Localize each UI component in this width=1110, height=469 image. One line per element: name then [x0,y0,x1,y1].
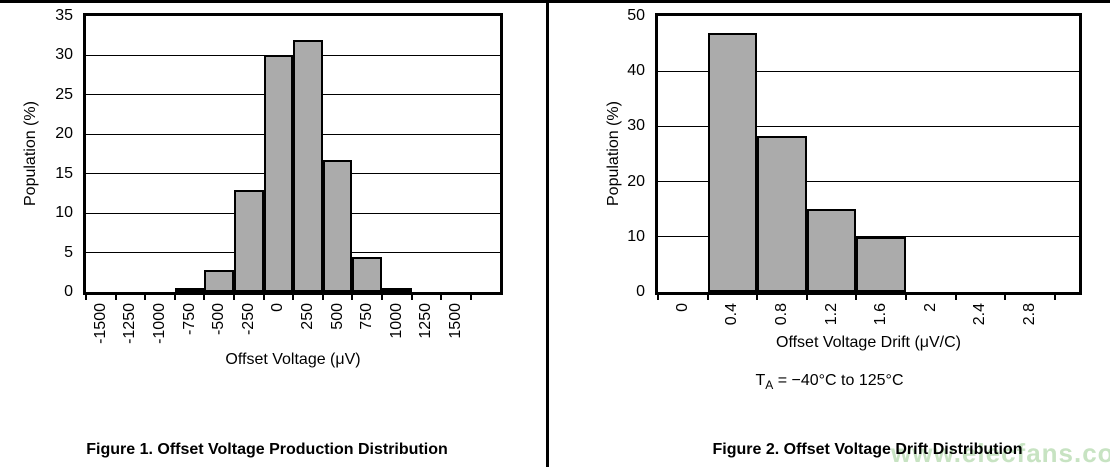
y-tick-label: 20 [627,172,645,190]
histogram-bar [204,269,234,292]
x-tick-label: 1250 [417,303,435,339]
y-tick-label: 10 [627,227,645,245]
x-tick-label: 0 [269,303,287,312]
x-tick-label: 1.6 [872,303,890,326]
x-axis-title: Offset Voltage (μV) [225,351,361,368]
axis-tick [203,295,206,300]
plot-area [83,13,503,295]
axis-tick [905,295,907,300]
y-tick-label: 40 [627,62,645,80]
figure-2-panel: Population (%) Offset Voltage Drift (μV/… [549,0,1110,467]
axis-tick [469,295,472,300]
axis-tick [1004,295,1007,300]
x-tick-label: 1.2 [822,303,840,326]
x-tick-label: 0.8 [773,303,790,326]
axis-tick [233,295,235,300]
x-tick-label: 2 [921,303,939,312]
histogram-bar [806,209,857,292]
axis-tick [114,295,117,300]
y-tick-label: 30 [55,46,73,64]
temperature-note-subscript: A [765,378,774,393]
histogram-bar [263,55,294,292]
y-tick-label: 0 [64,283,73,300]
histogram-bar [382,288,412,292]
histogram-bar [856,236,906,292]
axis-tick [173,295,176,300]
page-top-border [0,0,1110,3]
temperature-note-range: = −40°C to 125°C [773,372,904,389]
x-tick-label: 2.4 [971,303,989,326]
x-tick-label: 1000 [387,303,405,339]
histogram-bar [234,189,264,292]
histogram-bar [293,39,323,292]
x-tick-label: 250 [299,303,316,330]
temperature-note: TA = −40°C to 125°C [549,372,1110,393]
y-axis-title: Population (%) [605,101,622,207]
axis-tick [1053,295,1056,300]
plot-area [655,13,1082,295]
y-tick-label: 10 [55,204,73,222]
gridline [658,125,1079,127]
histogram-bar [322,159,353,292]
histogram-bar [707,32,758,292]
axis-tick [144,295,147,300]
x-tick-label: 1500 [447,303,464,339]
axis-tick [292,295,295,300]
axis-tick [440,295,443,300]
figure-caption: Figure 2. Offset Voltage Drift Distribut… [712,441,1023,458]
figure-1-panel: Population (%) Offset Voltage (μV) Figur… [0,0,546,467]
x-tick-label: -1250 [121,303,139,344]
x-tick-label: -1500 [91,303,109,344]
y-tick-label: 50 [627,7,645,24]
gridline [658,70,1079,72]
x-tick-label: 0 [673,303,691,312]
x-tick-label: -1000 [151,303,168,344]
axis-tick [85,295,87,300]
x-tick-label: -750 [180,303,198,336]
axis-tick [954,295,957,300]
axis-tick [805,295,808,300]
y-tick-label: 0 [636,283,645,300]
axis-tick [855,295,858,300]
x-tick-label: -500 [210,303,228,336]
axis-tick [381,295,383,300]
x-tick-label: 500 [328,303,346,330]
watermark: www.elecfans.com [891,438,1110,468]
gridline [658,181,1079,183]
y-tick-label: 20 [55,125,73,143]
axis-tick [706,295,709,300]
histogram-bar [352,256,382,292]
panel-divider [546,0,549,467]
axis-tick [756,295,759,300]
figure-caption: Figure 1. Offset Voltage Production Dist… [86,441,448,458]
histogram-bar [757,135,807,292]
x-tick-label: -250 [239,303,257,336]
x-tick-label: 2.8 [1021,303,1038,326]
axis-tick [321,295,324,300]
y-tick-label: 15 [55,164,73,182]
y-tick-label: 25 [55,85,73,103]
y-tick-label: 35 [55,7,73,24]
y-tick-label: 5 [64,243,73,261]
x-tick-label: 750 [358,303,376,330]
temperature-note-symbol: T [755,372,766,389]
axis-tick [657,295,659,300]
histogram-bar [174,288,205,292]
x-tick-label: 0.4 [723,303,741,326]
axis-tick [262,295,265,300]
x-axis-title: Offset Voltage Drift (μV/C) [776,334,961,351]
y-tick-label: 30 [627,117,645,135]
axis-tick [410,295,413,300]
axis-tick [351,295,354,300]
